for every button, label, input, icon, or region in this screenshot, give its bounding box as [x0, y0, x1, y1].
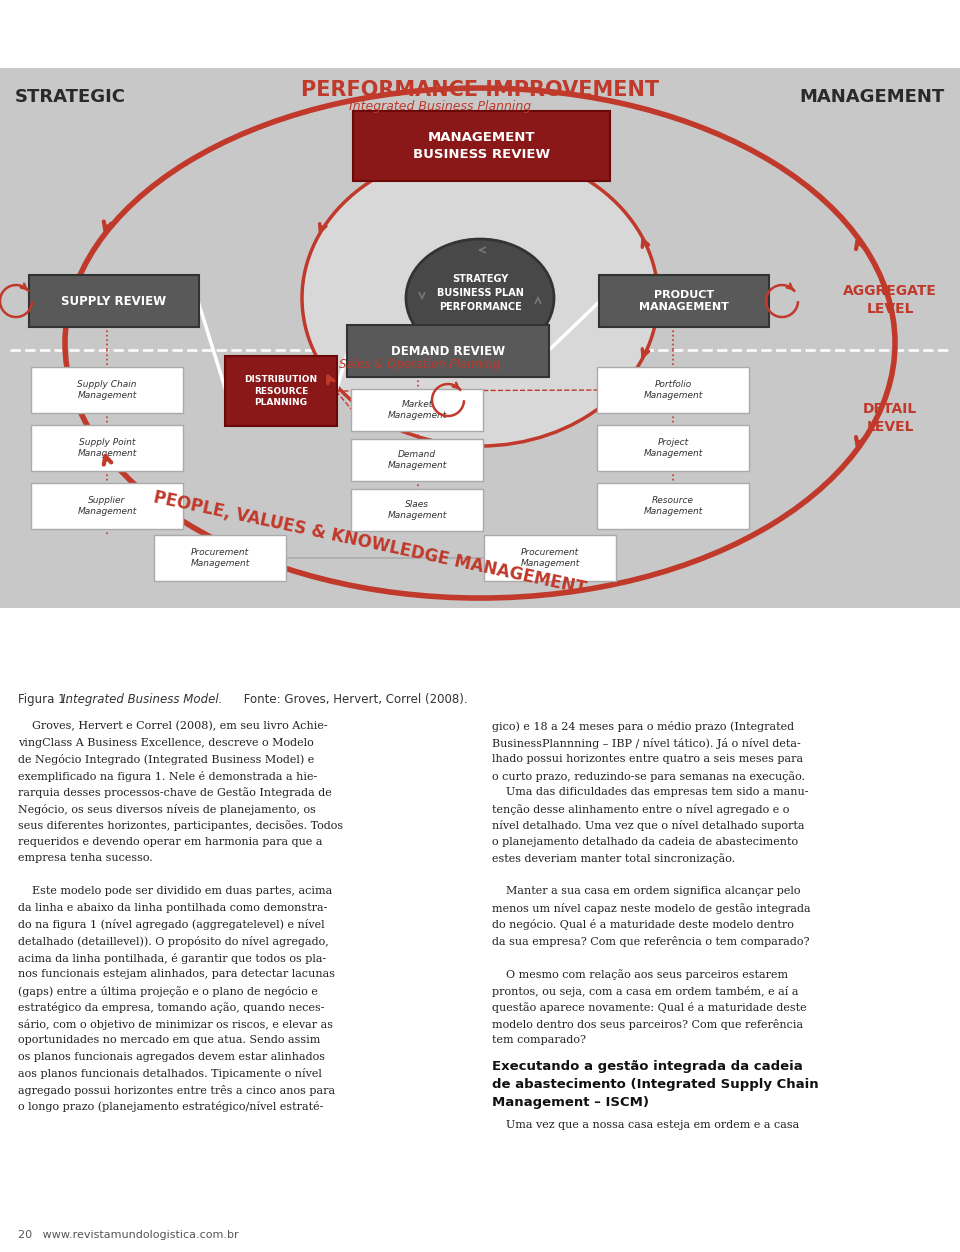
Text: rarquia desses processos-chave de Gestão Integrada de: rarquia desses processos-chave de Gestão…: [18, 788, 332, 798]
Text: DISTRIBUTION
RESOURCE
PLANNING: DISTRIBUTION RESOURCE PLANNING: [245, 376, 318, 407]
FancyBboxPatch shape: [351, 490, 483, 531]
FancyBboxPatch shape: [31, 424, 183, 471]
Text: requeridos e devendo operar em harmonia para que a: requeridos e devendo operar em harmonia …: [18, 836, 323, 846]
Text: Resource
Management: Resource Management: [643, 496, 703, 516]
Text: empresa tenha sucesso.: empresa tenha sucesso.: [18, 854, 153, 864]
Text: oportunidades no mercado em que atua. Sendo assim: oportunidades no mercado em que atua. Se…: [18, 1035, 321, 1045]
Text: PEOPLE, VALUES & KNOWLEDGE MANAGEMENT: PEOPLE, VALUES & KNOWLEDGE MANAGEMENT: [152, 488, 588, 598]
Text: Fonte: Groves, Hervert, Correl (2008).: Fonte: Groves, Hervert, Correl (2008).: [240, 694, 468, 706]
FancyBboxPatch shape: [484, 535, 616, 581]
Text: Management – ISCM): Management – ISCM): [492, 1096, 649, 1109]
Text: STRATEGY
BUSINESS PLAN
PERFORMANCE: STRATEGY BUSINESS PLAN PERFORMANCE: [437, 274, 523, 312]
Ellipse shape: [406, 239, 554, 357]
FancyBboxPatch shape: [31, 367, 183, 413]
Text: de abastecimento (Integrated Supply Chain: de abastecimento (Integrated Supply Chai…: [492, 1078, 819, 1090]
Text: Demand
Management: Demand Management: [388, 449, 446, 470]
Text: nível detalhado. Uma vez que o nível detalhado suporta: nível detalhado. Uma vez que o nível det…: [492, 820, 804, 831]
FancyBboxPatch shape: [225, 356, 337, 426]
Text: de Negócio Integrado (Integrated Business Model) e: de Negócio Integrado (Integrated Busines…: [18, 754, 314, 765]
Text: BusinessPlannning – IBP / nível tático). Já o nível deta-: BusinessPlannning – IBP / nível tático).…: [492, 737, 801, 749]
Text: do negócio. Qual é a maturidade deste modelo dentro: do negócio. Qual é a maturidade deste mo…: [492, 919, 794, 930]
Text: Uma vez que a nossa casa esteja em ordem e a casa: Uma vez que a nossa casa esteja em ordem…: [492, 1119, 800, 1129]
Text: o curto prazo, reduzindo-se para semanas na execução.: o curto prazo, reduzindo-se para semanas…: [492, 771, 805, 781]
Text: Integrated Business Planning: Integrated Business Planning: [348, 100, 531, 113]
Text: (gaps) entre a última projeção e o plano de negócio e: (gaps) entre a última projeção e o plano…: [18, 985, 318, 997]
Text: nos funcionais estejam alinhados, para detectar lacunas: nos funcionais estejam alinhados, para d…: [18, 969, 335, 979]
Text: Slaes
Management: Slaes Management: [388, 500, 446, 520]
Text: tem comparado?: tem comparado?: [492, 1035, 586, 1045]
Text: SUPPLY REVIEW: SUPPLY REVIEW: [61, 294, 167, 308]
FancyBboxPatch shape: [597, 367, 749, 413]
FancyBboxPatch shape: [29, 275, 199, 327]
Text: 20   www.revistamundologistica.com.br: 20 www.revistamundologistica.com.br: [18, 1229, 239, 1239]
Text: Executando a gestão integrada da cadeia: Executando a gestão integrada da cadeia: [492, 1059, 803, 1073]
FancyBboxPatch shape: [599, 275, 769, 327]
Text: Groves, Hervert e Correl (2008), em seu livro Achie-: Groves, Hervert e Correl (2008), em seu …: [18, 721, 327, 731]
Text: Procurement
Management: Procurement Management: [190, 548, 250, 568]
Text: o planejamento detalhado da cadeia de abastecimento: o planejamento detalhado da cadeia de ab…: [492, 836, 798, 846]
Text: DEMAND REVIEW: DEMAND REVIEW: [391, 344, 505, 358]
Text: Uma das dificuldades das empresas tem sido a manu-: Uma das dificuldades das empresas tem si…: [492, 788, 808, 798]
Ellipse shape: [302, 150, 658, 446]
Text: os planos funcionais agregados devem estar alinhados: os planos funcionais agregados devem est…: [18, 1052, 325, 1062]
Text: prontos, ou seja, com a casa em ordem também, e aí a: prontos, ou seja, com a casa em ordem ta…: [492, 985, 799, 997]
Text: sário, com o objetivo de minimizar os riscos, e elevar as: sário, com o objetivo de minimizar os ri…: [18, 1019, 333, 1029]
Text: estratégico da empresa, tomando ação, quando neces-: estratégico da empresa, tomando ação, qu…: [18, 1002, 324, 1013]
Text: da linha e abaixo da linha pontilhada como demonstra-: da linha e abaixo da linha pontilhada co…: [18, 903, 327, 913]
Text: vingClass A Business Excellence, descreve o Modelo: vingClass A Business Excellence, descrev…: [18, 737, 314, 747]
Text: Supplier
Management: Supplier Management: [78, 496, 136, 516]
Text: Manter a sua casa em ordem significa alcançar pelo: Manter a sua casa em ordem significa alc…: [492, 886, 801, 896]
Text: PRODUCT
MANAGEMENT: PRODUCT MANAGEMENT: [639, 290, 729, 312]
Text: estes deveriam manter total sincronização.: estes deveriam manter total sincronizaçã…: [492, 854, 735, 864]
Text: MANAGEMENT: MANAGEMENT: [800, 88, 945, 106]
Text: tenção desse alinhamento entre o nível agregado e o: tenção desse alinhamento entre o nível a…: [492, 804, 789, 815]
Text: agregado possui horizontes entre três a cinco anos para: agregado possui horizontes entre três a …: [18, 1084, 335, 1096]
Text: lhado possui horizontes entre quatro a seis meses para: lhado possui horizontes entre quatro a s…: [492, 754, 804, 764]
Text: Supply Chain
Management: Supply Chain Management: [77, 381, 136, 401]
Text: Este modelo pode ser dividido em duas partes, acima: Este modelo pode ser dividido em duas pa…: [18, 886, 332, 896]
FancyBboxPatch shape: [353, 111, 610, 182]
FancyBboxPatch shape: [351, 439, 483, 481]
Text: Portfolio
Management: Portfolio Management: [643, 381, 703, 401]
Text: Project
Management: Project Management: [643, 438, 703, 458]
Text: Sales & Operation Planning: Sales & Operation Planning: [339, 358, 501, 371]
Text: Figura 1.: Figura 1.: [18, 694, 73, 706]
Text: detalhado (detaillevel)). O propósito do nível agregado,: detalhado (detaillevel)). O propósito do…: [18, 936, 328, 947]
Text: Market
Management: Market Management: [388, 399, 446, 421]
Text: da sua empresa? Com que referência o tem comparado?: da sua empresa? Com que referência o tem…: [492, 936, 809, 947]
Text: AGGREGATE
LEVEL: AGGREGATE LEVEL: [843, 284, 937, 316]
Text: Negócio, os seus diversos níveis de planejamento, os: Negócio, os seus diversos níveis de plan…: [18, 804, 316, 815]
Text: seus diferentes horizontes, participantes, decisões. Todos: seus diferentes horizontes, participante…: [18, 820, 343, 831]
Text: acima da linha pontilhada, é garantir que todos os pla-: acima da linha pontilhada, é garantir qu…: [18, 953, 326, 964]
Text: MANAGEMENT
BUSINESS REVIEW: MANAGEMENT BUSINESS REVIEW: [413, 131, 550, 162]
FancyBboxPatch shape: [597, 483, 749, 530]
Text: exemplificado na figura 1. Nele é demonstrada a hie-: exemplificado na figura 1. Nele é demons…: [18, 771, 317, 781]
Text: questão aparece novamente: Qual é a maturidade deste: questão aparece novamente: Qual é a matu…: [492, 1002, 806, 1013]
Text: aos planos funcionais detalhados. Tipicamente o nível: aos planos funcionais detalhados. Tipica…: [18, 1068, 322, 1079]
FancyBboxPatch shape: [351, 389, 483, 431]
Text: do na figura 1 (nível agregado (aggregatelevel) e nível: do na figura 1 (nível agregado (aggregat…: [18, 919, 324, 930]
Text: Integrated Business Model.: Integrated Business Model.: [62, 694, 223, 706]
Text: STRATEGIC: STRATEGIC: [15, 88, 126, 106]
Text: modelo dentro dos seus parceiros? Com que referência: modelo dentro dos seus parceiros? Com qu…: [492, 1019, 804, 1029]
Text: PERFORMANCE IMPROVEMENT: PERFORMANCE IMPROVEMENT: [300, 80, 660, 100]
Text: Supply Point
Management: Supply Point Management: [78, 438, 136, 458]
FancyBboxPatch shape: [154, 535, 286, 581]
FancyBboxPatch shape: [31, 483, 183, 530]
Text: O mesmo com relação aos seus parceiros estarem: O mesmo com relação aos seus parceiros e…: [492, 969, 788, 980]
Text: menos um nível capaz neste modelo de gestão integrada: menos um nível capaz neste modelo de ges…: [492, 903, 810, 914]
Text: Procurement
Management: Procurement Management: [520, 548, 580, 568]
Text: gico) e 18 a 24 meses para o médio prazo (Integrated: gico) e 18 a 24 meses para o médio prazo…: [492, 721, 794, 732]
Text: o longo prazo (planejamento estratégico/nível estraté-: o longo prazo (planejamento estratégico/…: [18, 1102, 324, 1112]
Text: DETAIL
LEVEL: DETAIL LEVEL: [863, 402, 917, 433]
FancyBboxPatch shape: [347, 326, 549, 377]
FancyBboxPatch shape: [597, 424, 749, 471]
